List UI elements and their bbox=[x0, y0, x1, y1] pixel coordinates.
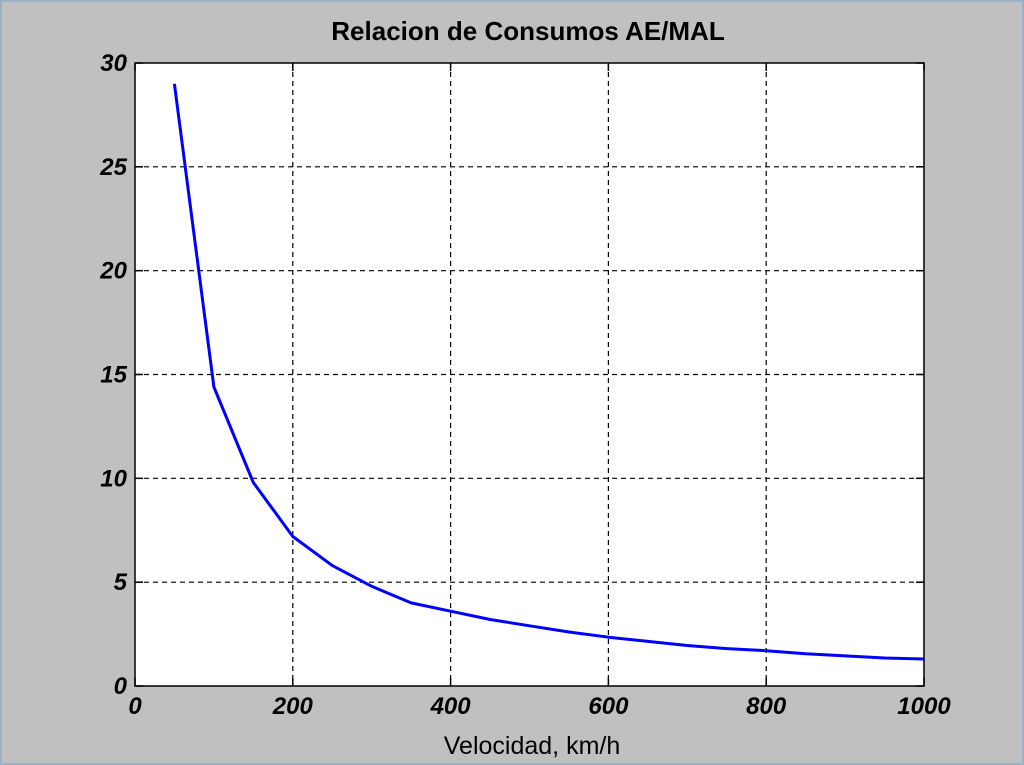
x-tick-label: 400 bbox=[430, 693, 472, 720]
y-tick-label: 5 bbox=[114, 569, 128, 596]
y-tick-label: 25 bbox=[99, 154, 127, 181]
x-tick-label: 800 bbox=[746, 693, 787, 720]
plot-area: 0 200 400 600 800 1000 0 5 10 15 20 25 30 bbox=[99, 50, 951, 720]
y-tick-label: 15 bbox=[100, 362, 127, 389]
chart-title: Relacion de Consumos AE/MAL bbox=[331, 16, 725, 46]
x-tick-label: 1000 bbox=[897, 693, 951, 720]
x-tick-label: 600 bbox=[588, 693, 629, 720]
y-tick-label: 20 bbox=[99, 258, 127, 285]
series-line bbox=[172, 83, 925, 661]
x-tick-label: 200 bbox=[272, 693, 314, 720]
x-axis-label: Velocidad, km/h bbox=[444, 732, 621, 760]
y-tick-label: 30 bbox=[100, 50, 127, 77]
y-tick-label: 10 bbox=[100, 465, 127, 492]
y-tick-label: 0 bbox=[114, 673, 128, 700]
x-tick-label: 0 bbox=[128, 693, 142, 720]
